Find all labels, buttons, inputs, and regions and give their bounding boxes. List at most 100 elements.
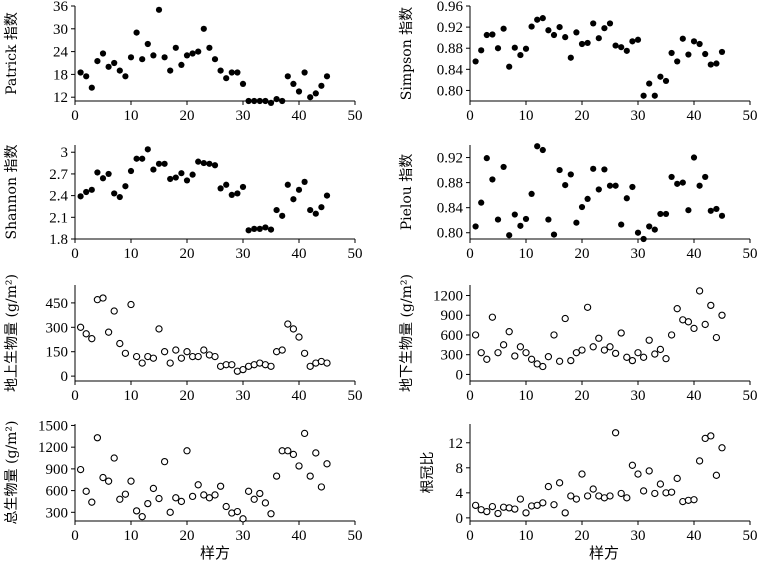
data-point (578, 470, 586, 478)
data-point (472, 223, 479, 230)
data-point (690, 496, 698, 504)
data-point (155, 6, 163, 13)
y-tick-label: 450 (46, 296, 69, 312)
data-point (601, 25, 608, 32)
x-tick-label: 20 (575, 108, 590, 124)
data-point (516, 343, 525, 351)
data-point (685, 51, 692, 58)
x-tick-label: 20 (575, 246, 590, 262)
data-point (228, 361, 236, 369)
data-point (172, 494, 180, 502)
x-tick-label: 0 (71, 528, 79, 544)
data-point (472, 58, 479, 65)
data-point (573, 219, 580, 226)
data-point (662, 210, 670, 218)
data-point (562, 34, 569, 41)
data-point (295, 186, 303, 193)
y-axis-label: Patrick 指数 (4, 12, 20, 95)
data-point (133, 155, 140, 162)
data-point (646, 223, 653, 230)
y-tick-label: 1200 (433, 289, 463, 305)
x-tick-label: 30 (236, 108, 251, 124)
data-point (488, 502, 497, 511)
y-tick-label: 18 (53, 67, 68, 83)
panel-simpson: 0 10 20 30 40 50 0.80 0.84 0.88 0.92 0.96 Simpson 指… (399, 0, 758, 124)
data-point (601, 166, 608, 173)
data-point (590, 20, 597, 27)
data-point (707, 61, 714, 68)
data-point (262, 224, 269, 231)
data-point (318, 82, 325, 89)
data-point (618, 44, 625, 51)
data-point (674, 58, 681, 65)
data-point (206, 160, 213, 167)
data-point (629, 38, 636, 45)
data-point (289, 450, 298, 459)
data-point (584, 195, 591, 202)
data-point (307, 206, 314, 214)
data-point (99, 50, 107, 57)
data-point (211, 162, 219, 169)
x-tick-label: 40 (687, 246, 702, 262)
data-point (539, 146, 546, 154)
x-tick-label: 20 (180, 528, 195, 544)
data-point (718, 212, 726, 219)
y-tick-label: 0 (456, 511, 464, 527)
x-tick-label: 40 (687, 528, 702, 544)
data-point (139, 56, 146, 63)
data-point (634, 470, 642, 478)
panel-aboveground: 0 10 20 30 40 50 0 150 300 450 地上生物量 (g/m²) (4, 274, 363, 404)
data-point (657, 73, 664, 80)
data-point (651, 350, 659, 358)
data-point (133, 29, 140, 36)
data-point (272, 472, 281, 480)
data-point (172, 44, 179, 51)
data-point (194, 481, 202, 489)
y-tick-label: 0.80 (437, 83, 463, 99)
x-tick-label: 50 (348, 388, 363, 404)
data-point (522, 509, 530, 517)
data-point (234, 69, 241, 76)
data-point (696, 40, 703, 48)
data-point (578, 203, 586, 211)
data-point (278, 346, 286, 354)
data-point (323, 460, 331, 468)
data-point (595, 334, 603, 342)
data-point (471, 331, 480, 339)
data-point (116, 339, 124, 348)
data-point (494, 509, 502, 518)
panel-pielou: 0 10 20 30 40 50 0.80 0.84 0.88 0.92 Pielou 指数 (399, 143, 758, 262)
data-point (511, 211, 518, 218)
x-tick-label: 50 (743, 388, 758, 404)
data-point (239, 365, 247, 374)
y-tick-label: 300 (46, 320, 69, 336)
y-tick-label: 12 (53, 90, 68, 106)
data-point (561, 509, 569, 517)
x-tick-label: 0 (71, 108, 79, 124)
data-point (206, 44, 213, 51)
data-point (511, 44, 518, 51)
data-point (611, 349, 620, 358)
data-point (679, 35, 686, 42)
data-point (144, 499, 152, 508)
data-point (295, 333, 303, 341)
data-point (239, 80, 247, 87)
x-tick-label: 10 (519, 388, 534, 404)
data-point (155, 494, 163, 503)
data-point (517, 51, 524, 59)
data-point (150, 52, 157, 59)
data-point (483, 507, 491, 516)
data-point (189, 171, 196, 178)
data-point (317, 483, 326, 491)
data-point (679, 179, 686, 186)
data-point (522, 215, 530, 223)
data-point (94, 58, 101, 65)
data-point (312, 449, 320, 457)
x-tick-label: 10 (124, 108, 139, 124)
data-point (132, 352, 141, 361)
data-point (667, 331, 676, 339)
data-point (234, 190, 241, 197)
y-tick-label: 3 (61, 145, 69, 161)
data-point (707, 301, 715, 310)
